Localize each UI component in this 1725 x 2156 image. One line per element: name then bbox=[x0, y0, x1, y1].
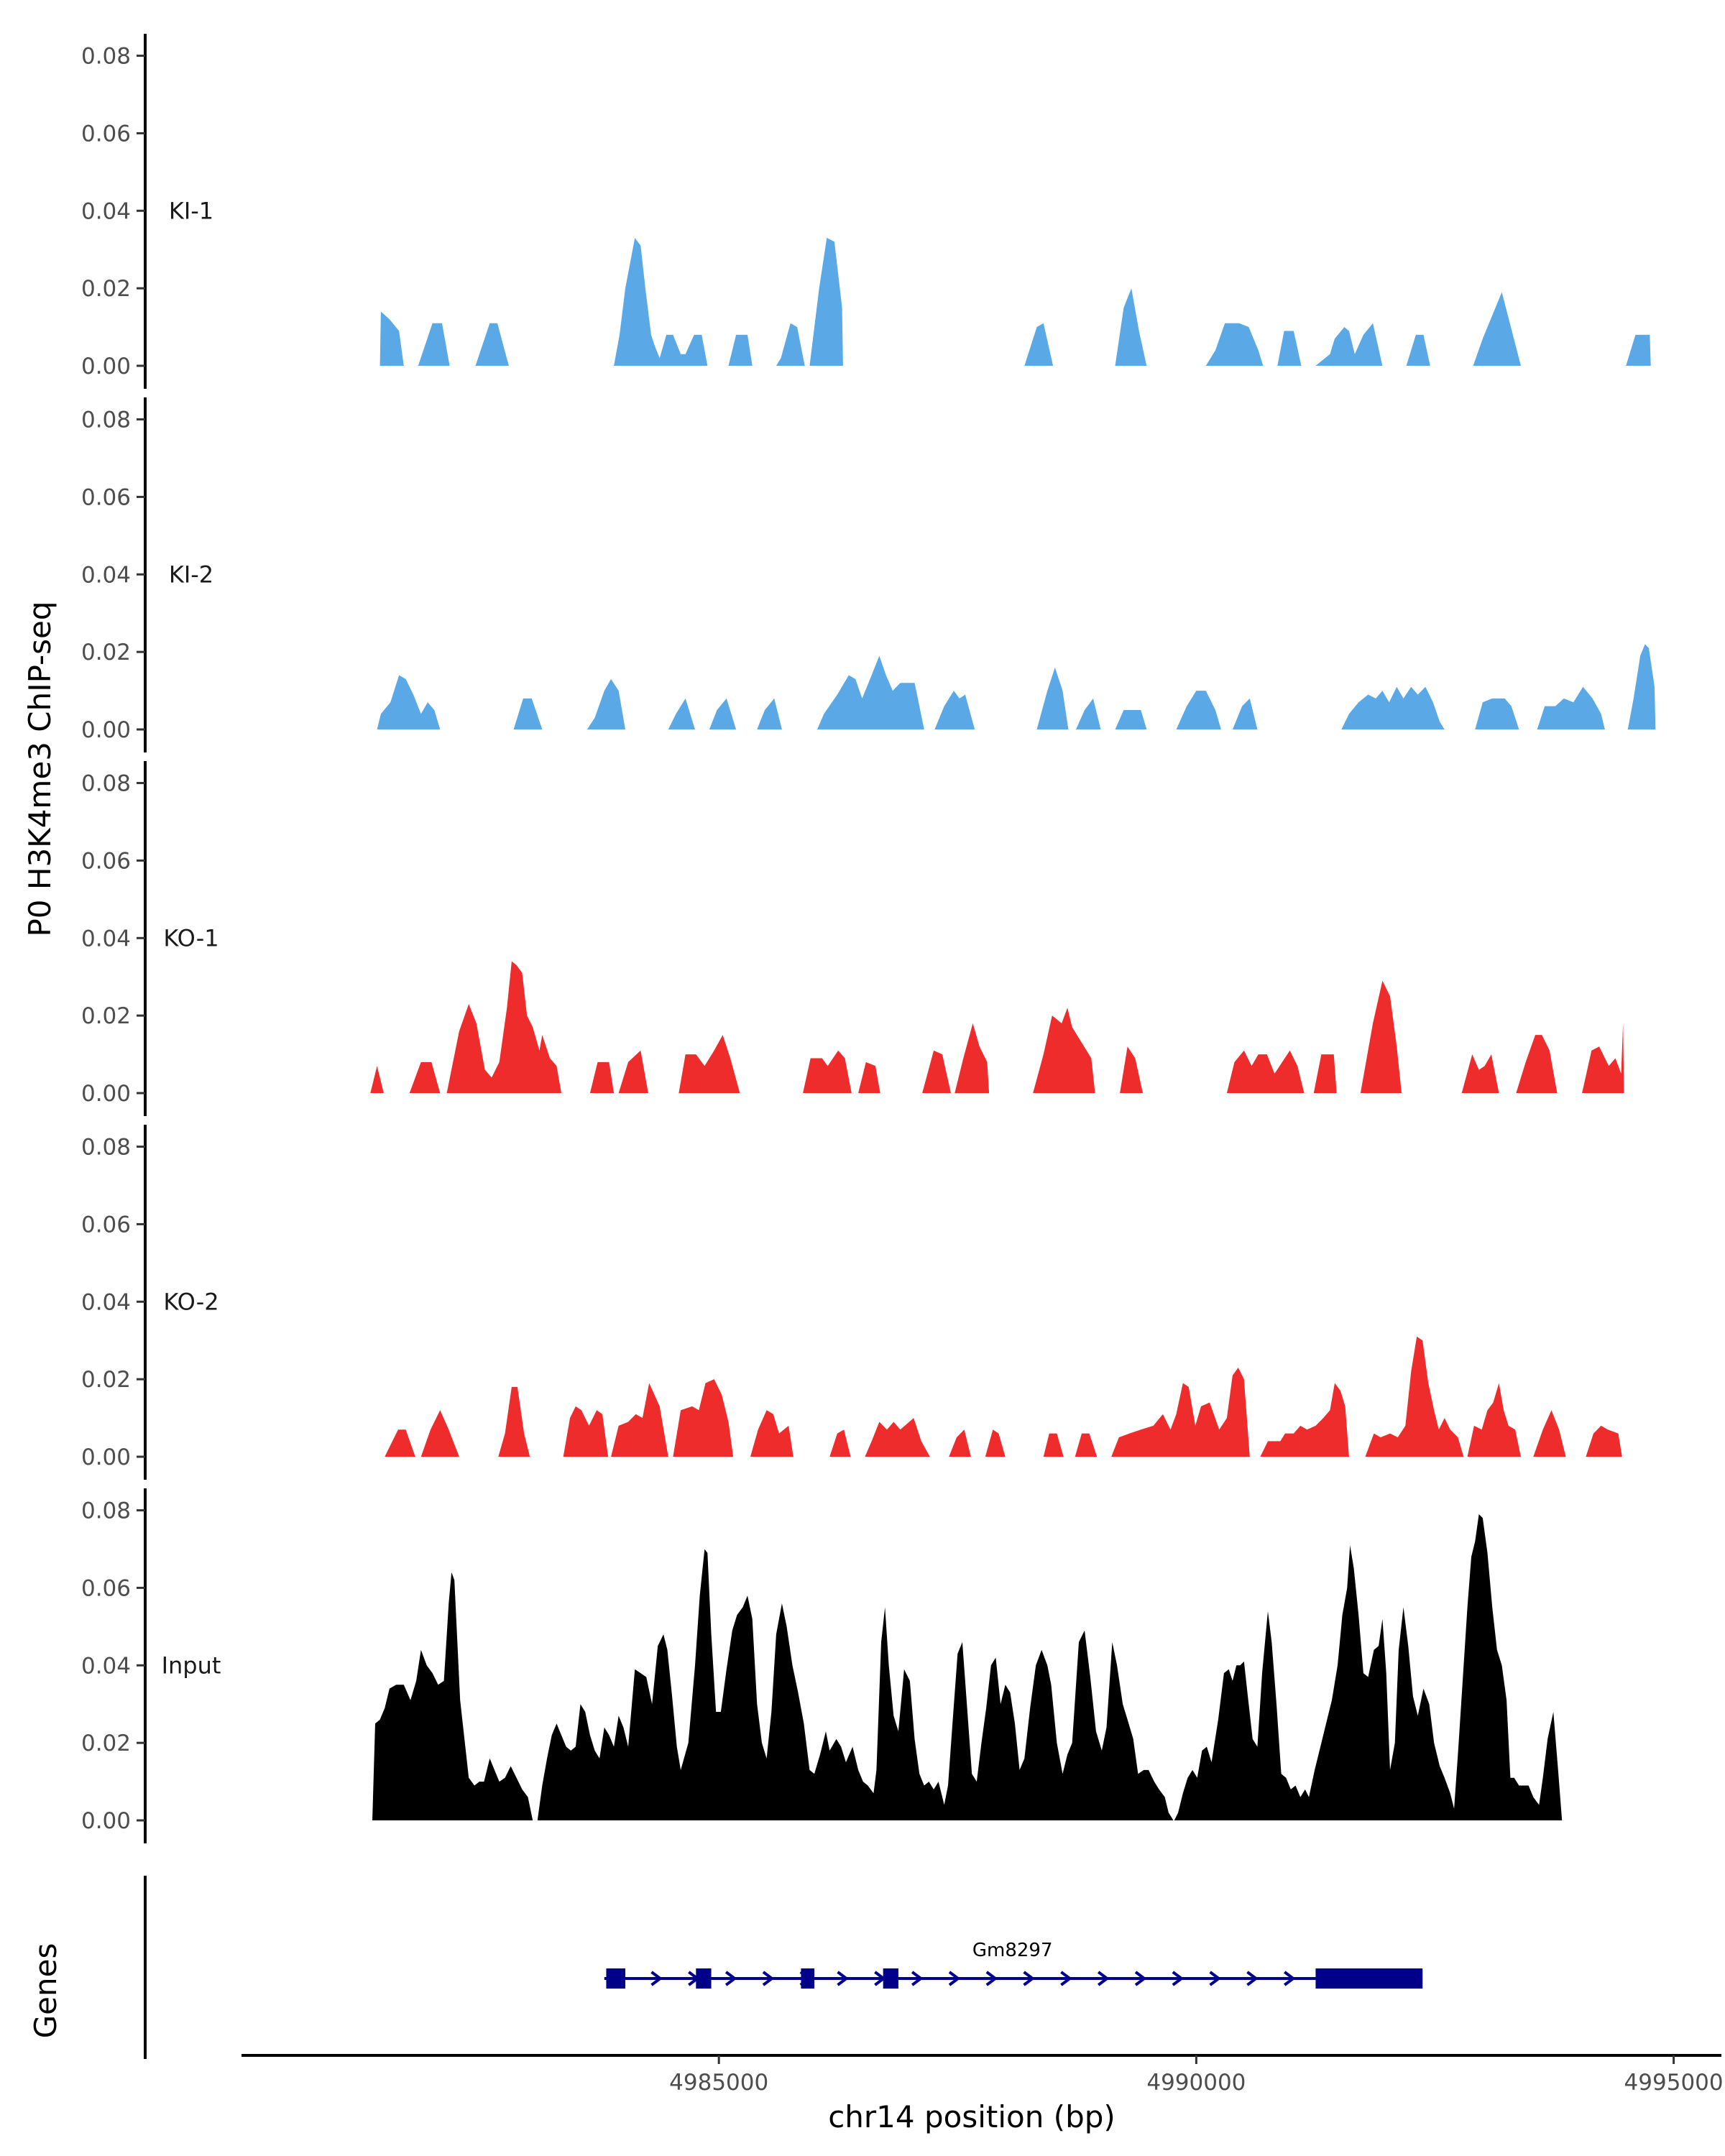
y-tick-label: 0.00 bbox=[81, 717, 131, 743]
y-tick-label: 0.02 bbox=[81, 640, 131, 665]
strand-arrow bbox=[762, 1971, 775, 1986]
signal-area bbox=[380, 238, 1651, 366]
y-tick-label: 0.06 bbox=[81, 484, 131, 510]
track-label: KO-1 bbox=[163, 924, 218, 952]
strand-arrow bbox=[1098, 1971, 1110, 1986]
y-tick-label: 0.04 bbox=[81, 1289, 131, 1315]
y-tick-label: 0.08 bbox=[81, 771, 131, 797]
y-tick-label: 0.06 bbox=[81, 1575, 131, 1601]
strand-arrow bbox=[1023, 1971, 1035, 1986]
y-tick-label: 0.08 bbox=[81, 1135, 131, 1161]
track-label: KI-2 bbox=[169, 561, 213, 588]
y-tick-label: 0.04 bbox=[81, 1653, 131, 1679]
y-tick-label: 0.02 bbox=[81, 276, 131, 302]
x-axis-title: chr14 position (bp) bbox=[828, 2099, 1116, 2134]
strand-arrow bbox=[911, 1971, 924, 1986]
y-tick-label: 0.00 bbox=[81, 1808, 131, 1834]
y-tick-label: 0.08 bbox=[81, 407, 131, 433]
track-ko-1: 0.00 0.02 0.04 0.06 0.08 KO-1 bbox=[81, 761, 1624, 1116]
gene-exon bbox=[883, 1968, 898, 1989]
strand-arrow bbox=[1209, 1971, 1221, 1986]
y-axis-title: P0 H3K4me3 ChIP-seq bbox=[22, 601, 58, 936]
y-tick-label: 0.00 bbox=[81, 1445, 131, 1470]
y-tick-label: 0.06 bbox=[81, 848, 131, 874]
y-tick-label: 0.06 bbox=[81, 121, 131, 147]
gene-exon bbox=[606, 1968, 626, 1989]
gene-name-label: Gm8297 bbox=[972, 1940, 1053, 1961]
y-tick-label: 0.06 bbox=[81, 1212, 131, 1238]
signal-area bbox=[372, 1514, 1563, 1820]
y-tick-label: 0.08 bbox=[81, 44, 131, 70]
x-tick-label: 4985000 bbox=[669, 2070, 768, 2096]
strand-arrow bbox=[948, 1971, 961, 1986]
x-tick-label: 4990000 bbox=[1146, 2070, 1246, 2096]
genes-axis-title: Genes bbox=[28, 1943, 63, 2039]
track-label: KO-2 bbox=[163, 1288, 218, 1315]
track-ki-1: 0.00 0.02 0.04 0.06 0.08 KI-1 bbox=[81, 34, 1651, 389]
gene-track: Gm8297 bbox=[144, 1876, 1423, 2059]
strand-arrow bbox=[650, 1971, 663, 1986]
track-ko-2: 0.00 0.02 0.04 0.06 0.08 KO-2 bbox=[81, 1125, 1622, 1480]
track-ki-2: 0.00 0.02 0.04 0.06 0.08 KI-2 bbox=[81, 397, 1656, 752]
gene-exon bbox=[696, 1968, 712, 1989]
y-tick-label: 0.02 bbox=[81, 1367, 131, 1393]
gene-exon bbox=[1315, 1968, 1423, 1989]
strand-arrow bbox=[1284, 1971, 1296, 1986]
signal-area bbox=[377, 644, 1656, 729]
y-tick-label: 0.08 bbox=[81, 1498, 131, 1524]
gene-exon bbox=[801, 1968, 815, 1989]
x-tick-label: 4995000 bbox=[1624, 2070, 1724, 2096]
strand-arrow bbox=[1134, 1971, 1147, 1986]
y-tick-label: 0.00 bbox=[81, 354, 131, 379]
y-tick-label: 0.04 bbox=[81, 198, 131, 224]
signal-area bbox=[385, 1336, 1622, 1457]
y-tick-label: 0.00 bbox=[81, 1081, 131, 1107]
y-tick-label: 0.04 bbox=[81, 562, 131, 588]
strand-arrow bbox=[1172, 1971, 1184, 1986]
signal-tracks: 0.00 0.02 0.04 0.06 0.08 KI-1 0.00 0.02 0.04 0.06… bbox=[81, 34, 1656, 1843]
track-input: 0.00 0.02 0.04 0.06 0.08 Input bbox=[81, 1488, 1563, 1843]
strand-arrow bbox=[724, 1971, 737, 1986]
strand-arrow bbox=[837, 1971, 849, 1986]
track-label: KI-1 bbox=[169, 197, 213, 224]
strand-arrow bbox=[1060, 1971, 1072, 1986]
y-tick-label: 0.02 bbox=[81, 1003, 131, 1029]
x-axis: 4985000 4990000 4995000 bbox=[242, 2054, 1724, 2096]
signal-area bbox=[370, 961, 1624, 1093]
y-tick-label: 0.04 bbox=[81, 926, 131, 952]
y-tick-label: 0.02 bbox=[81, 1731, 131, 1756]
track-label: Input bbox=[162, 1651, 221, 1679]
strand-arrow bbox=[985, 1971, 998, 1986]
strand-arrow bbox=[1246, 1971, 1259, 1986]
